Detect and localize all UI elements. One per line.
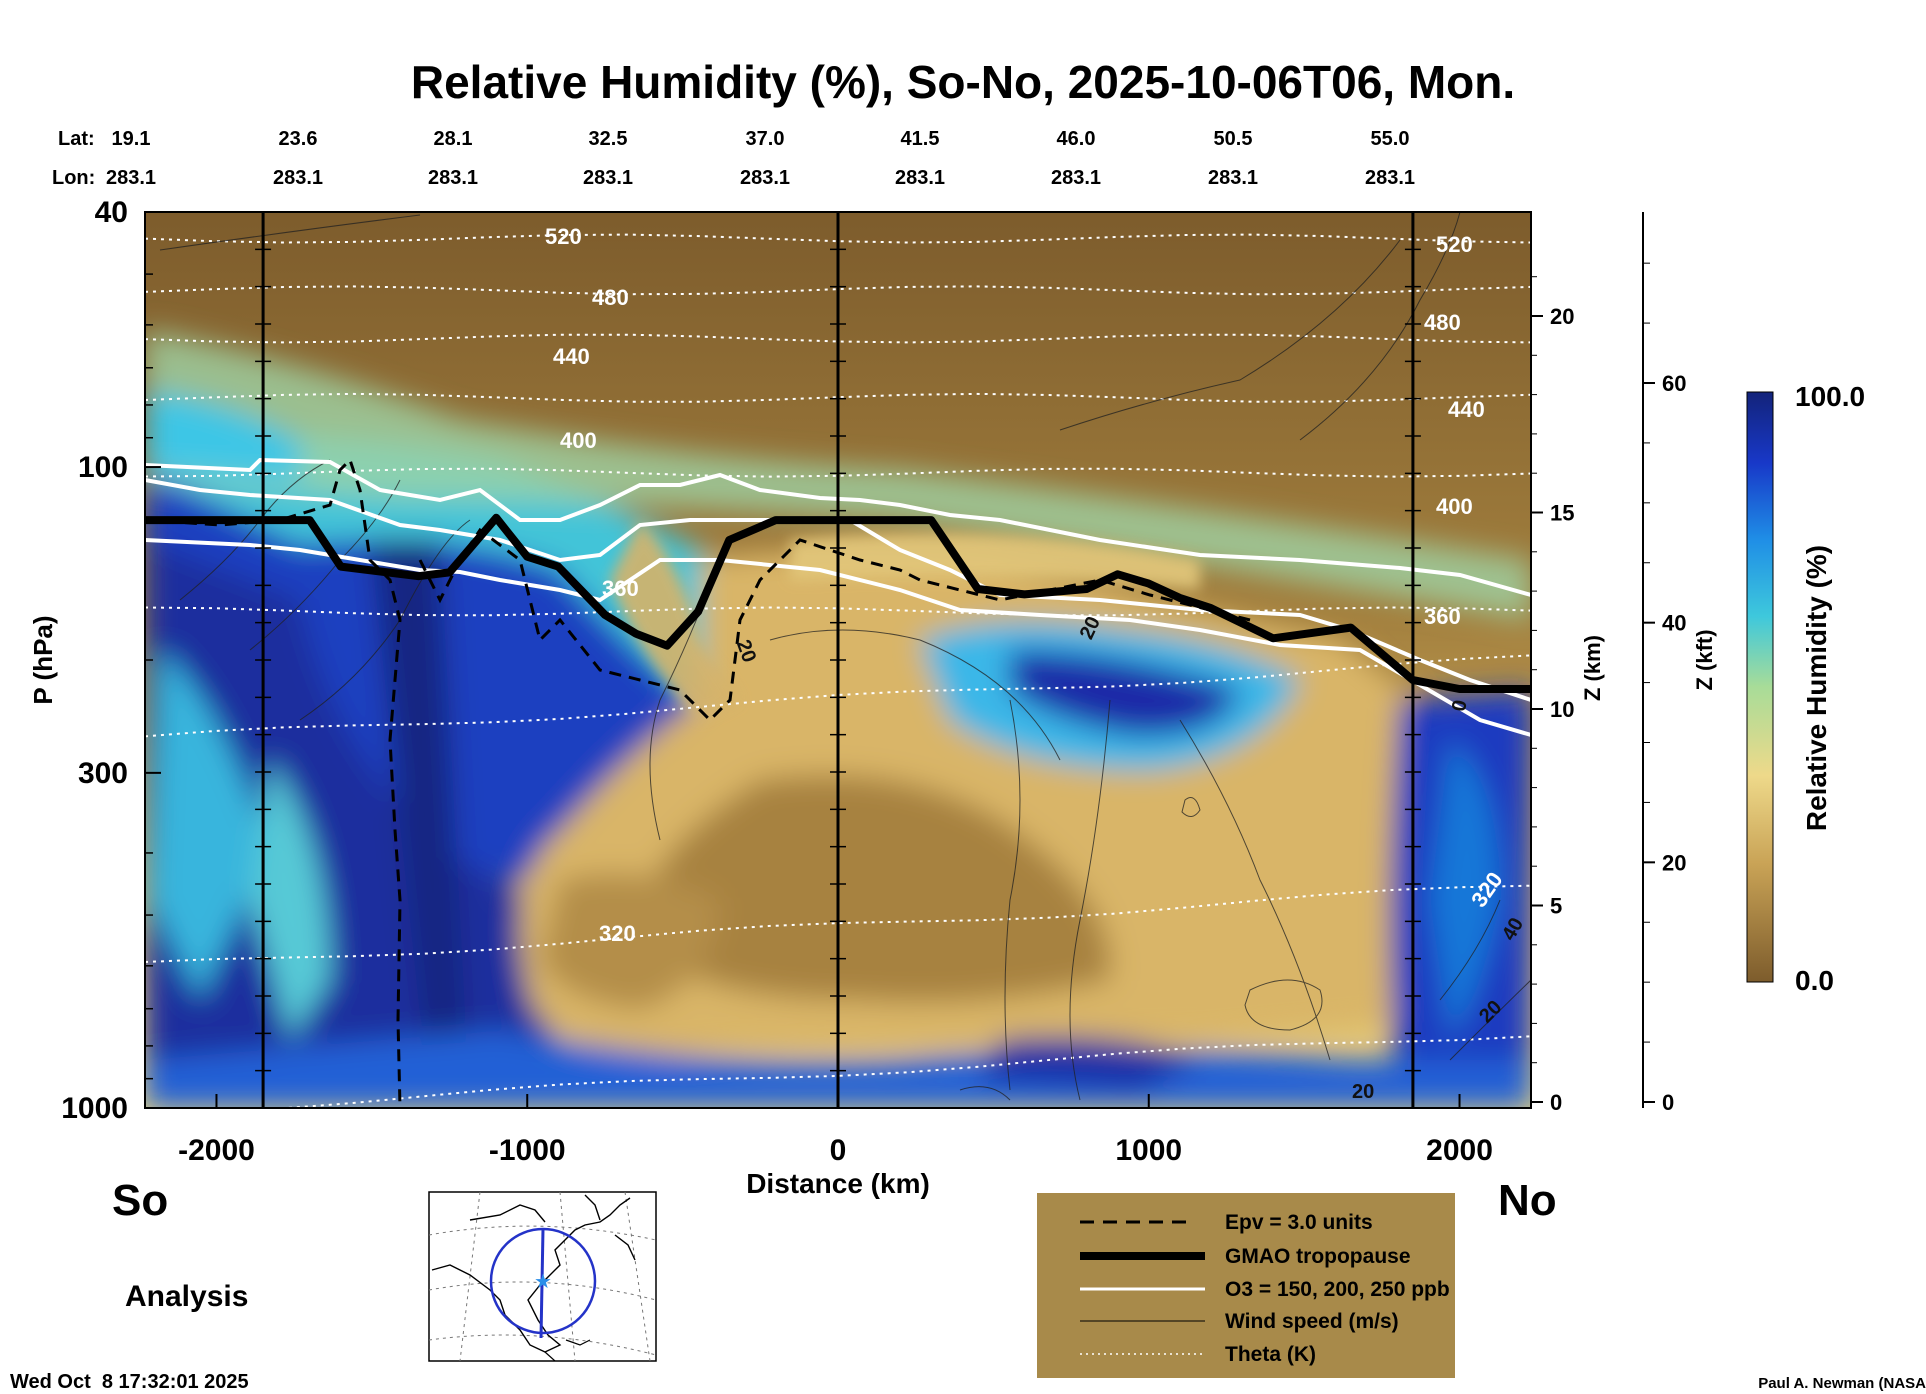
legend-item: Theta (K) — [1225, 1343, 1316, 1366]
p-tick-label: 100 — [78, 451, 128, 484]
x-tick-label: 1000 — [1115, 1134, 1182, 1167]
inset-map: ★ — [428, 1191, 657, 1362]
legend: Epv = 3.0 units GMAO tropopause O3 = 150… — [1037, 1193, 1455, 1378]
lon-value: 283.1 — [1365, 167, 1415, 189]
theta-label: 520 — [1436, 232, 1473, 257]
x-tick-label: 2000 — [1426, 1134, 1493, 1167]
pressure-axis: 40 100 300 1000 — [61, 196, 161, 1125]
colorbar-label: Relative Humidity (%) — [1801, 545, 1832, 831]
x-tick-label: 0 — [830, 1134, 847, 1167]
lat-value: 19.1 — [112, 128, 151, 150]
lon-value: 283.1 — [895, 167, 945, 189]
lon-value: 283.1 — [1051, 167, 1101, 189]
theta-label: 320 — [599, 921, 636, 946]
chart-title: Relative Humidity (%), So-No, 2025-10-06… — [411, 56, 1515, 108]
lon-value: 283.1 — [583, 167, 633, 189]
p-tick-label: 40 — [95, 196, 128, 229]
lat-label: Lat: — [58, 128, 95, 150]
p-tick-label: 1000 — [61, 1092, 128, 1125]
colorbar-max: 100.0 — [1795, 381, 1865, 412]
theta-label: 480 — [1424, 310, 1461, 335]
timestamp: Wed Oct 8 17:32:01 2025 — [10, 1371, 249, 1393]
map-star-icon: ★ — [534, 1271, 552, 1293]
colorbar-min: 0.0 — [1795, 965, 1834, 996]
theta-label: 440 — [553, 344, 590, 369]
lat-value: 37.0 — [746, 128, 785, 150]
z-kft-axis: 0 20 40 60 — [1642, 212, 1686, 1115]
z-km-label: Z (km) — [1580, 635, 1605, 701]
lon-label: Lon: — [52, 167, 95, 189]
lat-value: 23.6 — [279, 128, 318, 150]
lon-value: 283.1 — [106, 167, 156, 189]
reference-verticals — [255, 212, 1421, 1108]
tropopause-line — [145, 513, 1531, 693]
z-km-axis: 0 5 10 15 20 — [1531, 276, 1574, 1115]
colorbar — [1746, 391, 1774, 983]
latlon-header: 19.1 23.6 28.1 32.5 37.0 41.5 46.0 50.5 55.0 283.… — [106, 128, 1415, 189]
lon-value: 283.1 — [273, 167, 323, 189]
x-tick-label: -1000 — [489, 1134, 566, 1167]
rh-field: 520 480 440 400 360 320 520 480 440 400 … — [145, 212, 1531, 1108]
zkm-tick-label: 20 — [1550, 304, 1574, 329]
legend-item: Wind speed (m/s) — [1225, 1310, 1399, 1333]
lat-value: 28.1 — [434, 128, 473, 150]
zkm-tick-label: 5 — [1550, 894, 1562, 919]
north-label: No — [1498, 1176, 1557, 1225]
p-tick-label: 300 — [78, 757, 128, 790]
theta-label: 360 — [1424, 604, 1461, 629]
zkm-tick-label: 0 — [1550, 1090, 1562, 1115]
lon-value: 283.1 — [1208, 167, 1258, 189]
epv-contour — [145, 457, 1251, 1108]
zkm-tick-label: 10 — [1550, 697, 1574, 722]
x-axis-label: Distance (km) — [746, 1168, 930, 1199]
theta-label: 480 — [592, 285, 629, 310]
ozone-contours — [145, 457, 1531, 737]
lat-value: 55.0 — [1371, 128, 1410, 150]
z-kft-label: Z (kft) — [1692, 629, 1717, 690]
credit: Paul A. Newman (NASA — [1758, 1375, 1926, 1392]
theta-label: 400 — [1436, 494, 1473, 519]
lat-value: 32.5 — [589, 128, 628, 150]
wind-label: 20 — [1352, 1081, 1374, 1103]
lat-value: 50.5 — [1214, 128, 1253, 150]
south-label: So — [112, 1176, 168, 1225]
x-axis: -2000 -1000 0 1000 2000 — [178, 1094, 1493, 1167]
lon-value: 283.1 — [428, 167, 478, 189]
zkm-tick-label: 15 — [1550, 501, 1574, 526]
analysis-label: Analysis — [125, 1280, 248, 1313]
zkft-tick-label: 0 — [1662, 1090, 1674, 1115]
legend-item: GMAO tropopause — [1225, 1245, 1411, 1268]
theta-label: 360 — [602, 576, 639, 601]
theta-label: 440 — [1448, 397, 1485, 422]
x-tick-label: -2000 — [178, 1134, 255, 1167]
lat-value: 41.5 — [901, 128, 940, 150]
legend-item: O3 = 150, 200, 250 ppb — [1225, 1278, 1450, 1301]
lat-value: 46.0 — [1057, 128, 1096, 150]
zkft-tick-label: 40 — [1662, 611, 1686, 636]
theta-label: 400 — [560, 428, 597, 453]
wind-label: 0 — [1448, 698, 1472, 713]
legend-item: Epv = 3.0 units — [1225, 1211, 1373, 1234]
theta-label: 520 — [545, 224, 582, 249]
legend-box — [1037, 1193, 1455, 1378]
y-axis-label: P (hPa) — [28, 615, 58, 704]
lon-value: 283.1 — [740, 167, 790, 189]
zkft-tick-label: 20 — [1662, 850, 1686, 875]
zkft-tick-label: 60 — [1662, 371, 1686, 396]
